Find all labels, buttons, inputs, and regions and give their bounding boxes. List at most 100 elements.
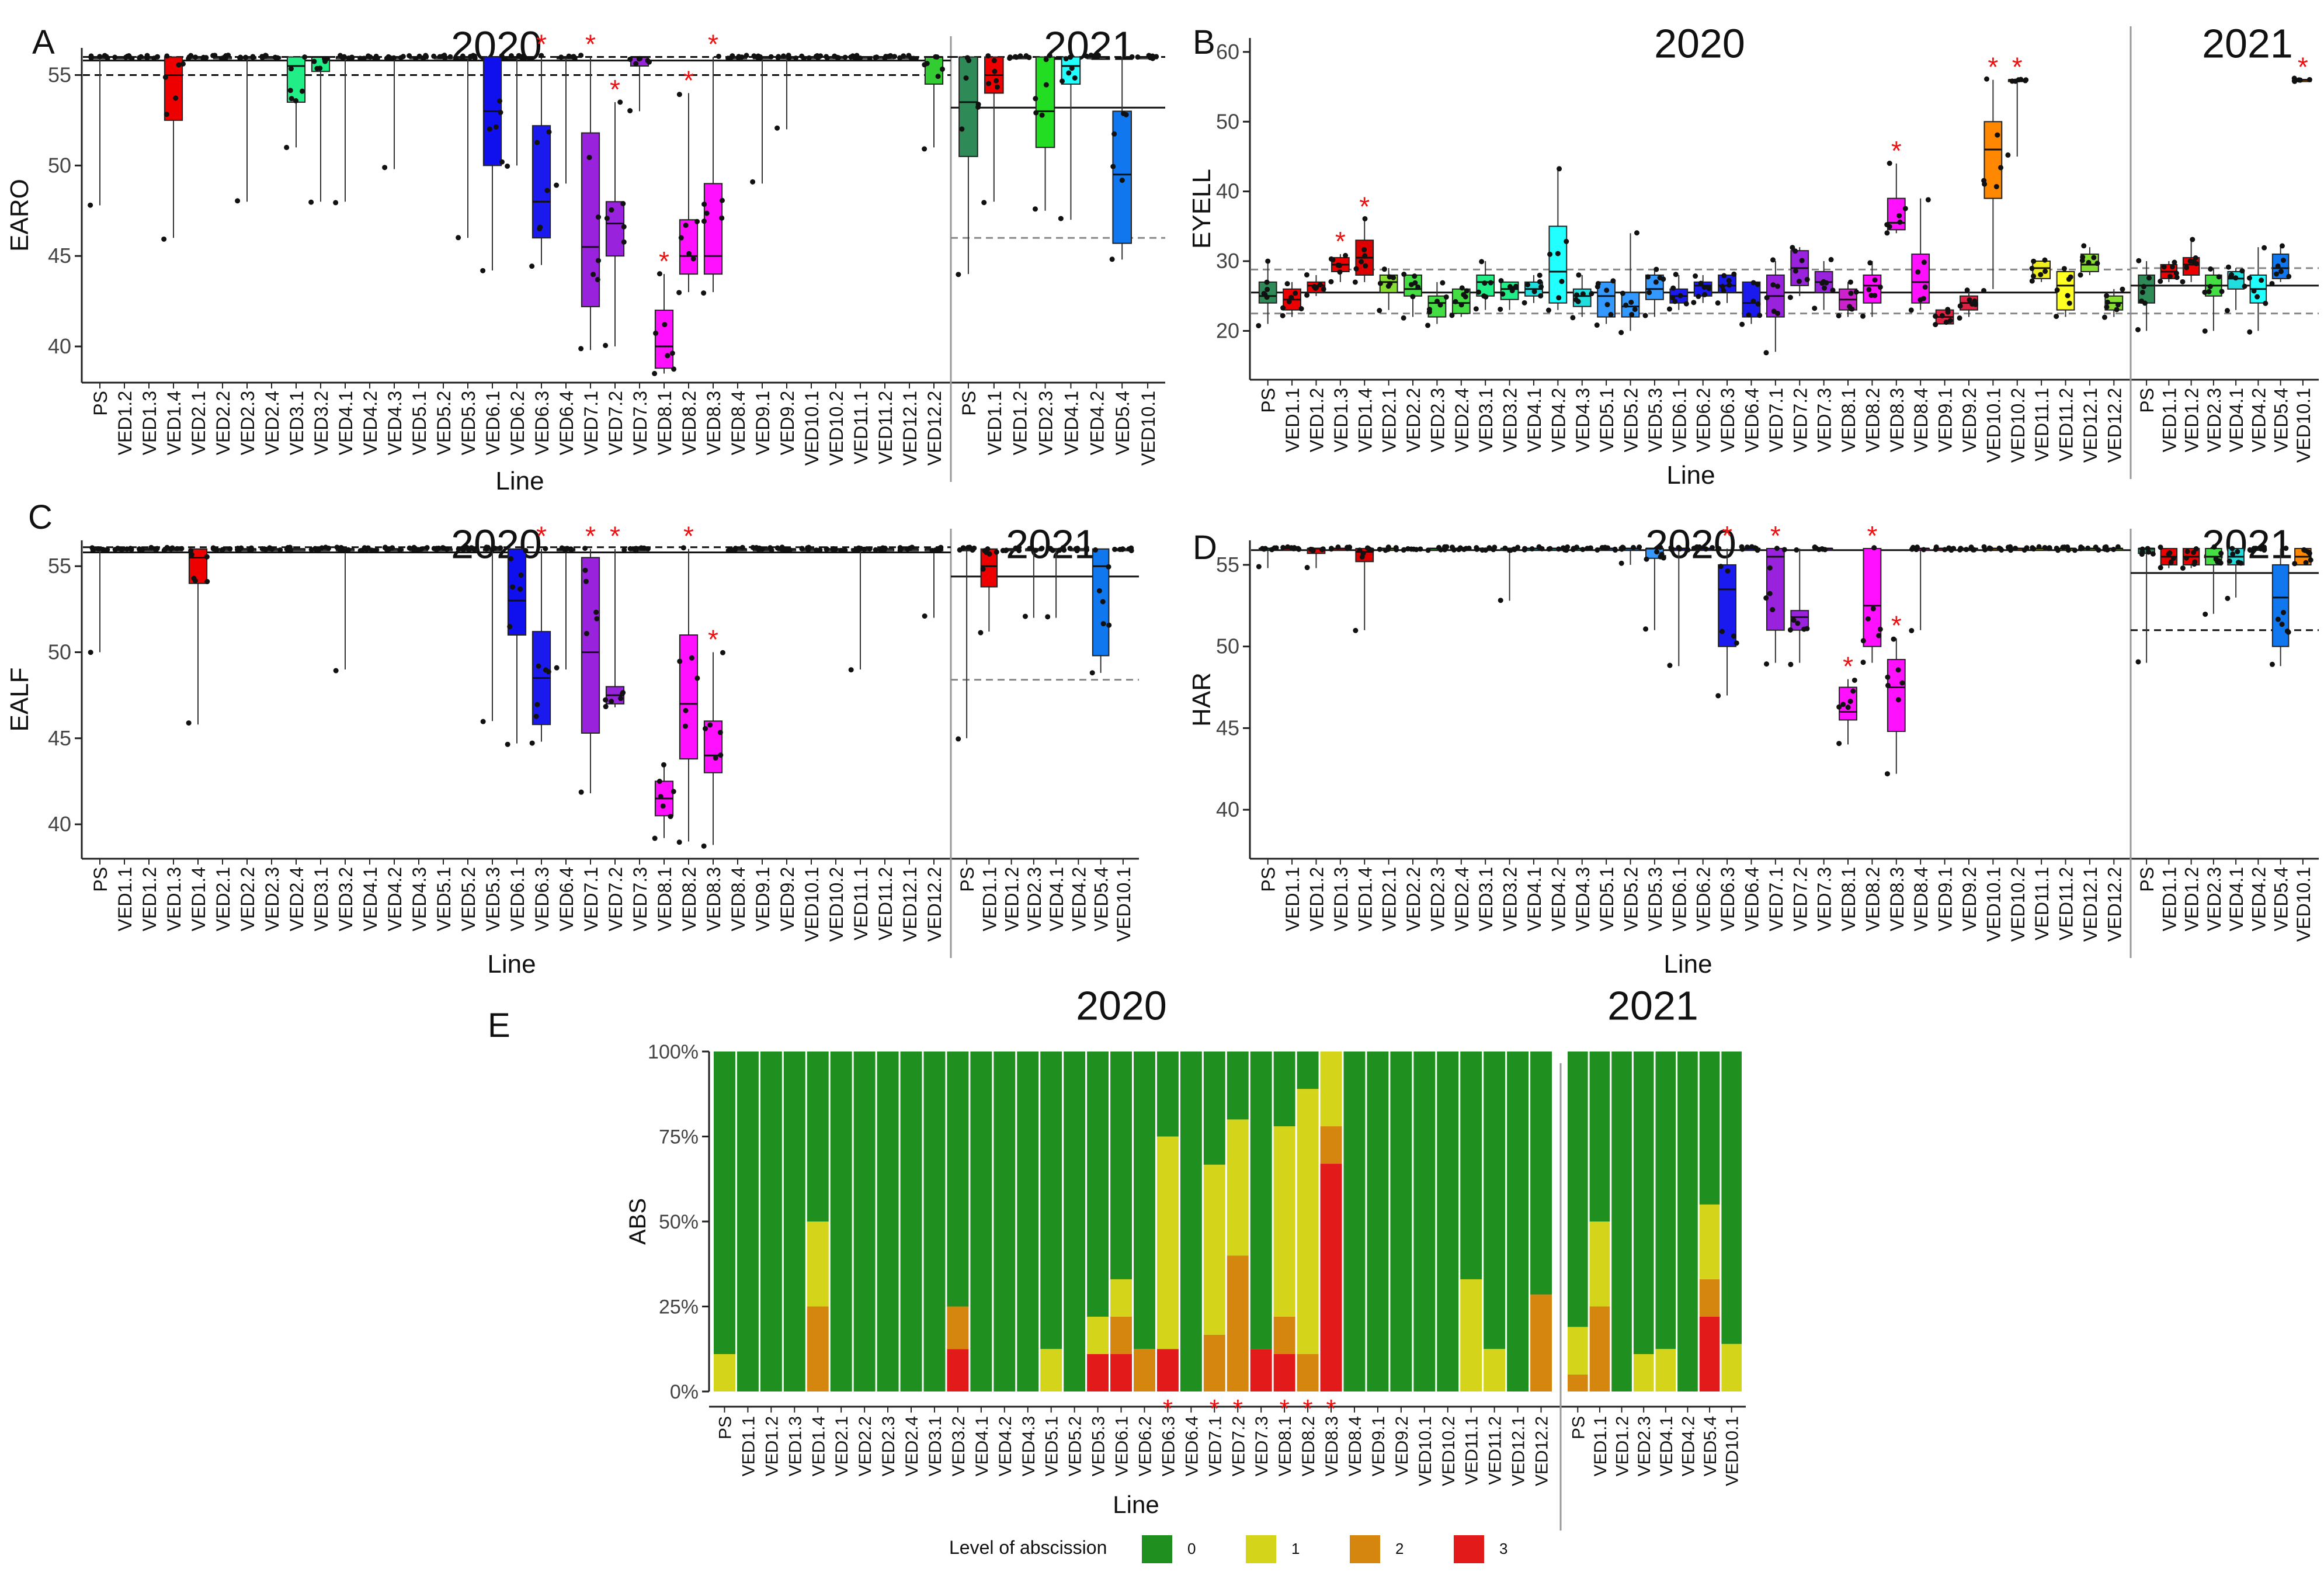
data-point <box>2286 273 2292 279</box>
data-point <box>701 290 707 296</box>
bar-segment-level-1 <box>1320 1052 1342 1127</box>
data-point <box>2005 152 2011 158</box>
box-VED1.2: VED1.2 <box>1304 272 1327 452</box>
data-point <box>806 55 812 61</box>
significance-star: * <box>2298 52 2308 82</box>
x-tick-label: VED1.3 <box>1331 388 1352 452</box>
box-VED2.4: VED2.4 <box>1449 285 1472 452</box>
x-tick-label: VED6.3 <box>1159 1416 1178 1476</box>
data-point <box>1502 545 1508 551</box>
data-point <box>204 554 210 560</box>
data-point <box>1449 313 1455 318</box>
box-VED4.2: VED4.2 <box>1546 544 1571 931</box>
x-tick-label: VED1.2 <box>1306 388 1327 452</box>
x-tick-label: VED5.2 <box>1066 1416 1085 1476</box>
data-point <box>1410 294 1416 300</box>
x-tick-label: VED6.2 <box>1693 388 1714 452</box>
data-point <box>1328 546 1334 552</box>
x-tick-label: VED4.2 <box>2248 388 2269 452</box>
box-VED10.1: VED10.1 <box>1135 53 1159 466</box>
box-VED4.1: VED4.1 <box>357 545 381 931</box>
year-label-2021: 2021 <box>1044 23 1135 68</box>
data-point <box>204 579 210 585</box>
panel-letter: E <box>488 1007 510 1044</box>
data-point <box>2150 551 2156 557</box>
data-point <box>289 96 294 102</box>
x-tick-label: VED5.2 <box>1621 388 1642 452</box>
data-point <box>564 546 570 551</box>
data-point <box>787 547 793 553</box>
y-axis-title: HAR <box>1187 672 1216 727</box>
data-point <box>2065 293 2071 299</box>
bar-VED5.1: VED5.1 <box>1040 1052 1062 1476</box>
x-tick-label: VED2.3 <box>1635 1416 1654 1476</box>
bar-segment-level-0 <box>1273 1052 1295 1127</box>
data-point <box>1696 293 1701 299</box>
data-point <box>1816 547 1822 553</box>
data-point <box>1884 230 1890 236</box>
bar-segment-level-3 <box>947 1349 969 1391</box>
bar-VED7.1: *VED7.1 <box>1203 1052 1225 1476</box>
data-point <box>2183 555 2189 561</box>
data-point <box>1764 661 1770 667</box>
x-tick-label: VED8.4 <box>1910 388 1932 452</box>
x-tick-label: VED11.2 <box>875 867 896 941</box>
x-tick-label: VED4.2 <box>1068 867 1089 931</box>
box-VED4.3: VED4.3 <box>382 54 406 455</box>
data-point <box>1401 271 1407 277</box>
box-VED1.1: VED1.1 <box>2158 544 2180 931</box>
data-point <box>1764 295 1770 301</box>
data-point <box>719 215 725 221</box>
data-point <box>218 55 224 61</box>
data-point <box>1440 280 1446 286</box>
data-point <box>312 546 318 551</box>
x-axis-title: Line <box>495 467 544 495</box>
data-point <box>1996 545 2002 551</box>
data-point <box>1623 302 1629 308</box>
significance-star: * <box>585 521 596 551</box>
data-point <box>582 546 588 551</box>
bar-segment-level-2 <box>807 1306 829 1391</box>
data-point <box>671 789 676 794</box>
x-tick-label: PS <box>957 867 978 892</box>
data-point <box>492 545 498 551</box>
data-point <box>1967 297 1972 303</box>
data-point <box>287 88 293 93</box>
box-VED4.1: VED4.1 <box>2225 546 2247 931</box>
data-point <box>603 697 609 703</box>
data-point <box>529 740 535 746</box>
data-point <box>704 210 710 216</box>
data-point <box>1750 280 1756 286</box>
data-point <box>1573 297 1579 303</box>
x-tick-label: VED6.2 <box>1135 1416 1155 1476</box>
box-VED1.3: VED1.3 <box>1328 544 1353 931</box>
data-point <box>1739 544 1745 550</box>
data-point <box>1895 697 1901 703</box>
x-tick-label: VED12.2 <box>2104 867 2125 942</box>
x-tick-label: VED5.2 <box>433 391 454 455</box>
data-point <box>1812 544 1818 550</box>
data-point <box>720 650 725 655</box>
bar-VED6.1: VED6.1 <box>1110 1052 1132 1476</box>
box-body <box>1863 274 1882 304</box>
x-tick-label: PS <box>90 391 111 416</box>
data-point <box>1074 546 1079 551</box>
legend-swatch <box>1246 1535 1276 1563</box>
data-point <box>1129 54 1135 60</box>
data-point <box>1763 350 1769 356</box>
x-tick-label: VED8.2 <box>1862 388 1883 452</box>
significance-star: * <box>1335 226 1346 256</box>
box-VED8.2: * VED8.2 <box>676 65 700 455</box>
box-VED11.2: VED11.2 <box>873 53 898 464</box>
data-point <box>1721 273 1727 279</box>
box-body <box>703 720 723 773</box>
data-point <box>397 547 403 553</box>
x-tick-label: VED1.1 <box>1282 867 1303 931</box>
data-point <box>2247 329 2253 335</box>
data-point <box>1986 545 1992 551</box>
x-tick-label: PS <box>2137 867 2158 892</box>
box-VED2.2: VED2.2 <box>1401 546 1424 931</box>
x-tick-label: VED11.2 <box>1486 1416 1505 1485</box>
data-point <box>1557 166 1562 172</box>
